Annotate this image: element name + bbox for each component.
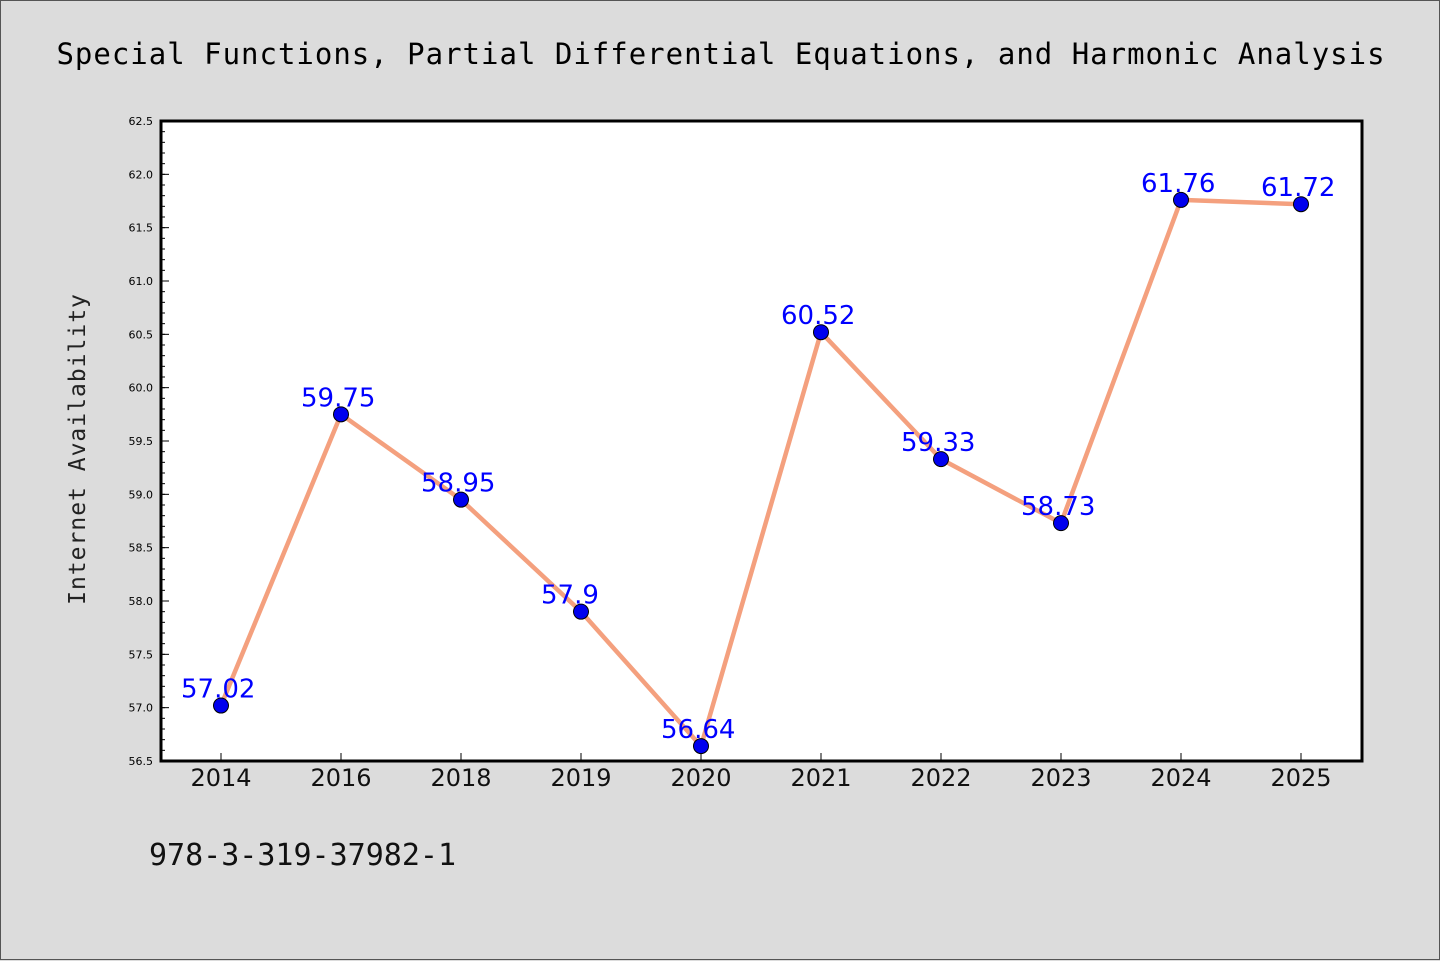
data-label: 59.33	[901, 428, 975, 458]
isbn-footer: 978-3-319-37982-1	[149, 838, 456, 873]
chart-title: Special Functions, Partial Differential …	[56, 37, 1385, 71]
data-label: 56.64	[661, 715, 735, 745]
data-label: 58.95	[421, 469, 495, 499]
x-tick-label: 2014	[190, 764, 251, 792]
data-point-marker	[1173, 191, 1189, 208]
x-tick-label: 2019	[550, 764, 611, 792]
y-tick-label: 61.0	[129, 275, 154, 288]
x-tick-label: 2022	[910, 764, 971, 792]
y-tick-label: 61.5	[129, 222, 154, 235]
data-label: 57.02	[181, 675, 255, 705]
x-tick-label: 2023	[1030, 764, 1091, 792]
data-point-marker	[453, 491, 469, 508]
y-tick-label: 62.5	[129, 115, 154, 128]
y-tick-label: 57.5	[129, 648, 154, 661]
x-axis-ticks: 2014 2016 2018 2019 2020 2021 2022 2023 2024 2025	[190, 753, 1332, 792]
data-label: 60.52	[781, 301, 855, 331]
series-layer	[213, 191, 1309, 755]
data-label: 58.73	[1021, 492, 1095, 522]
y-tick-label: 59.5	[129, 435, 154, 448]
data-label: 59.75	[301, 383, 375, 413]
y-tick-label: 57.0	[129, 702, 154, 715]
y-tick-label: 58.0	[129, 595, 154, 608]
y-axis-ticks: 56.5 57.0 57.5 58.0 58.5 59.0 59.5 60.0 60.5 61.0…	[129, 115, 169, 768]
data-label: 61.76	[1141, 169, 1215, 199]
x-tick-label: 2016	[310, 764, 371, 792]
y-axis-label: Internet Availability	[65, 293, 91, 605]
y-tick-label: 60.0	[129, 382, 154, 395]
data-point-marker	[333, 406, 349, 423]
data-point-marker	[213, 697, 229, 714]
y-tick-label: 56.5	[129, 755, 154, 768]
data-point-marker	[693, 738, 709, 755]
data-point-marker	[573, 603, 589, 620]
data-point-marker	[813, 324, 829, 341]
y-tick-label: 59.0	[129, 488, 154, 501]
data-label: 61.72	[1261, 173, 1335, 203]
data-point-marker	[1053, 515, 1069, 532]
data-point-marker	[933, 451, 949, 468]
x-tick-label: 2025	[1270, 764, 1331, 792]
y-tick-label: 62.0	[129, 168, 154, 181]
data-point-marker	[1293, 196, 1309, 213]
data-label: 57.9	[541, 581, 599, 611]
x-tick-label: 2018	[430, 764, 491, 792]
y-tick-label: 58.5	[129, 542, 154, 555]
x-tick-label: 2020	[670, 764, 731, 792]
x-tick-label: 2021	[790, 764, 851, 792]
data-labels-layer: 57.02 59.75 58.95 57.9 56.64 60.52 59.33 58.73 6…	[181, 169, 1335, 745]
x-tick-label: 2024	[1150, 764, 1211, 792]
plot-area	[159, 119, 1364, 763]
series-line	[218, 197, 1302, 749]
y-tick-label: 60.5	[129, 328, 154, 341]
